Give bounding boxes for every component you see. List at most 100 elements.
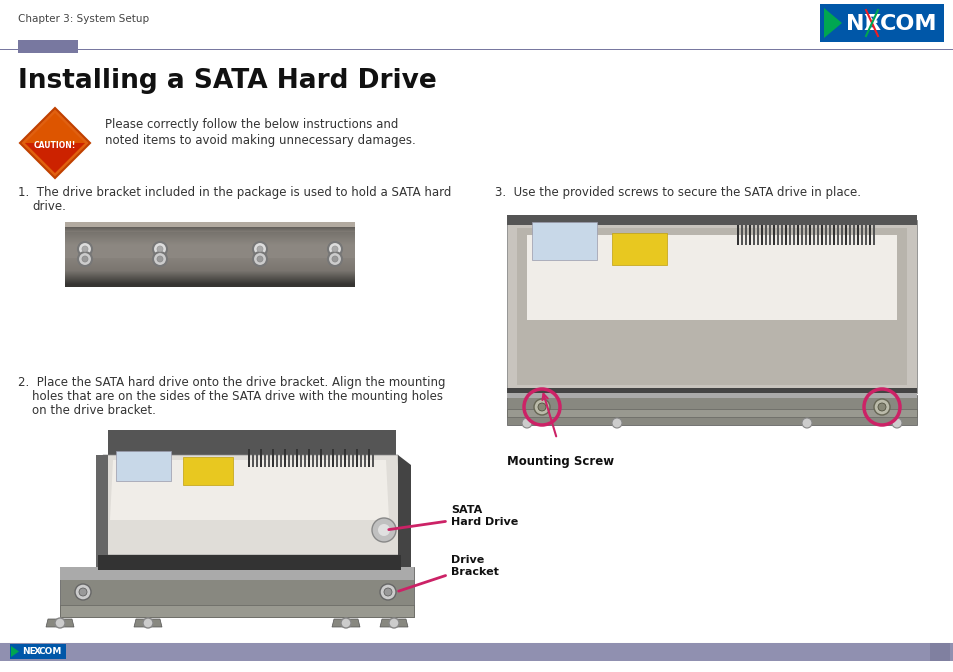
Text: 3.  Use the provided screws to secure the SATA drive in place.: 3. Use the provided screws to secure the… bbox=[495, 186, 861, 199]
Polygon shape bbox=[506, 395, 916, 425]
Bar bbox=[312, 449, 314, 467]
Text: X: X bbox=[34, 648, 41, 657]
Bar bbox=[844, 225, 846, 245]
Polygon shape bbox=[397, 455, 411, 570]
Bar bbox=[252, 449, 253, 467]
Bar bbox=[612, 233, 666, 265]
Text: noted items to avoid making unnecessary damages.: noted items to avoid making unnecessary … bbox=[105, 134, 416, 147]
Bar bbox=[506, 388, 916, 393]
Circle shape bbox=[157, 246, 163, 252]
Bar bbox=[248, 449, 250, 467]
Circle shape bbox=[79, 588, 87, 596]
Bar bbox=[796, 225, 799, 245]
Circle shape bbox=[152, 252, 167, 266]
Bar bbox=[760, 225, 762, 245]
Bar bbox=[275, 449, 277, 467]
Bar bbox=[18, 40, 78, 53]
Bar bbox=[0, 48, 953, 50]
Bar bbox=[506, 215, 916, 225]
Circle shape bbox=[877, 403, 885, 411]
Bar bbox=[768, 225, 770, 245]
Bar bbox=[344, 449, 346, 467]
Text: holes that are on the sides of the SATA drive with the mounting holes: holes that are on the sides of the SATA … bbox=[32, 390, 442, 403]
Bar bbox=[836, 225, 838, 245]
Circle shape bbox=[256, 256, 263, 262]
Bar bbox=[832, 225, 834, 245]
Bar bbox=[929, 643, 949, 661]
Polygon shape bbox=[25, 113, 85, 173]
Polygon shape bbox=[60, 605, 414, 617]
Text: Please correctly follow the below instructions and: Please correctly follow the below instru… bbox=[105, 118, 398, 131]
Text: COM: COM bbox=[879, 14, 937, 34]
Bar bbox=[812, 225, 814, 245]
Bar bbox=[332, 449, 334, 467]
Polygon shape bbox=[60, 567, 414, 617]
Polygon shape bbox=[25, 143, 85, 173]
Bar bbox=[506, 390, 916, 398]
Text: on the drive bracket.: on the drive bracket. bbox=[32, 404, 155, 417]
Circle shape bbox=[328, 242, 341, 256]
Circle shape bbox=[82, 256, 88, 262]
Bar bbox=[10, 644, 66, 659]
Bar bbox=[272, 449, 274, 467]
Text: NE: NE bbox=[22, 648, 35, 657]
Bar bbox=[348, 449, 350, 467]
Polygon shape bbox=[46, 619, 74, 627]
Circle shape bbox=[82, 246, 88, 252]
Text: Drive
Bracket: Drive Bracket bbox=[398, 555, 498, 591]
Bar bbox=[744, 225, 746, 245]
Polygon shape bbox=[379, 619, 408, 627]
Text: Installing a SATA Hard Drive: Installing a SATA Hard Drive bbox=[18, 68, 436, 94]
Bar bbox=[260, 449, 262, 467]
Bar bbox=[821, 225, 822, 245]
Circle shape bbox=[389, 618, 398, 628]
Polygon shape bbox=[517, 228, 906, 385]
Bar bbox=[335, 449, 337, 467]
Bar bbox=[772, 225, 774, 245]
Bar bbox=[506, 409, 916, 417]
Circle shape bbox=[253, 252, 267, 266]
Circle shape bbox=[152, 242, 167, 256]
Text: CAUTION!: CAUTION! bbox=[33, 140, 76, 149]
Circle shape bbox=[372, 518, 395, 542]
Bar bbox=[308, 449, 310, 467]
Bar bbox=[304, 449, 306, 467]
Bar bbox=[748, 225, 750, 245]
Circle shape bbox=[891, 418, 901, 428]
Polygon shape bbox=[526, 235, 896, 320]
Bar bbox=[319, 449, 322, 467]
Polygon shape bbox=[11, 646, 19, 657]
Bar bbox=[864, 225, 866, 245]
Circle shape bbox=[873, 399, 889, 415]
Text: drive.: drive. bbox=[32, 200, 66, 213]
Bar bbox=[255, 449, 257, 467]
Bar bbox=[355, 449, 357, 467]
Circle shape bbox=[332, 246, 337, 252]
Bar bbox=[0, 643, 953, 661]
Circle shape bbox=[332, 256, 337, 262]
Bar bbox=[268, 449, 270, 467]
Circle shape bbox=[253, 242, 267, 256]
Polygon shape bbox=[506, 220, 916, 393]
Text: NE: NE bbox=[845, 14, 879, 34]
Circle shape bbox=[55, 618, 65, 628]
Bar bbox=[324, 449, 326, 467]
Polygon shape bbox=[108, 430, 395, 460]
Polygon shape bbox=[98, 455, 400, 555]
Bar bbox=[288, 449, 290, 467]
Circle shape bbox=[78, 252, 91, 266]
Bar bbox=[737, 225, 739, 245]
Bar bbox=[339, 449, 341, 467]
Circle shape bbox=[521, 418, 532, 428]
Bar bbox=[784, 225, 786, 245]
Text: X: X bbox=[862, 14, 880, 34]
Bar bbox=[808, 225, 810, 245]
Text: NDiS B532 User Manual: NDiS B532 User Manual bbox=[841, 648, 943, 657]
Bar bbox=[776, 225, 779, 245]
Text: 2.  Place the SATA hard drive onto the drive bracket. Align the mounting: 2. Place the SATA hard drive onto the dr… bbox=[18, 376, 445, 389]
Bar bbox=[364, 449, 366, 467]
Circle shape bbox=[537, 403, 545, 411]
Bar bbox=[352, 449, 354, 467]
Bar bbox=[299, 449, 302, 467]
Bar bbox=[757, 225, 759, 245]
